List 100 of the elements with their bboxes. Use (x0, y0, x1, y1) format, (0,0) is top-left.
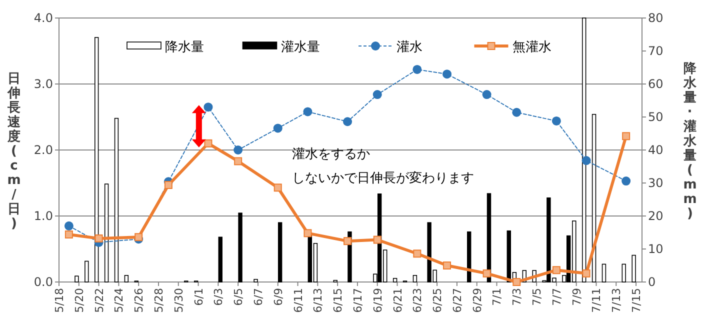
x-tick-label: 6/29 (470, 288, 484, 313)
point (512, 278, 521, 286)
y-tick-label: 2.0 (34, 143, 53, 157)
point (204, 102, 213, 112)
x-tick-label: 6/23 (411, 288, 424, 313)
point (622, 132, 630, 140)
point (552, 116, 561, 126)
x-tick-label: 6/27 (450, 288, 464, 313)
x-tick-label: 6/11 (292, 288, 305, 313)
y-tick-label: 4.0 (34, 11, 53, 25)
point (234, 146, 243, 154)
point (442, 70, 452, 79)
bar (114, 118, 119, 282)
y2-tick-label: 10 (648, 242, 664, 256)
bar (218, 236, 222, 282)
y2-tick-label: 30 (648, 176, 664, 190)
x-tick-label: 7/11 (590, 288, 604, 313)
x-tick-label: 5/20 (72, 288, 86, 313)
point (512, 108, 522, 117)
x-tick-label: 7/5 (530, 288, 544, 306)
x-tick-label: 7/7 (550, 288, 564, 306)
bar (124, 275, 129, 282)
point (274, 184, 282, 192)
point (582, 156, 591, 166)
annotation: 灌水をするか (292, 146, 370, 162)
point (234, 157, 242, 166)
point (164, 180, 172, 189)
x-tick-label: 6/1 (192, 288, 206, 306)
bar (238, 212, 242, 282)
y-tick-label: 3.0 (34, 77, 53, 91)
bar (412, 275, 418, 282)
x-tick-label: 7/3 (510, 288, 524, 306)
x-tick-label: 6/17 (351, 288, 364, 313)
bar (84, 260, 89, 282)
bar (392, 278, 398, 282)
text: 降水量･灌水量(mm) (683, 62, 697, 222)
point (482, 90, 492, 100)
y2-tick-label: 50 (648, 110, 664, 124)
x-tick-label: 6/5 (232, 288, 246, 306)
point (482, 269, 491, 278)
x-tick-label: 5/26 (132, 288, 146, 313)
bar (582, 18, 586, 282)
y-tick-label: 0.0 (34, 275, 53, 289)
x-tick-label: 6/9 (272, 288, 285, 306)
x-tick-label: 6/21 (391, 288, 404, 313)
x-tick-label: 5/28 (152, 288, 166, 313)
point (304, 229, 312, 238)
bar (104, 184, 109, 282)
x-tick-label: 6/7 (252, 288, 265, 306)
bar (602, 264, 606, 282)
y-tick-label: 1.0 (34, 209, 53, 223)
x-tick-label: 7/9 (570, 288, 584, 306)
point (372, 90, 382, 100)
point (582, 269, 590, 278)
x-tick-label: 6/25 (431, 288, 444, 313)
point (344, 237, 352, 246)
point (64, 230, 73, 238)
x-tick-label: 7/13 (610, 288, 624, 313)
x-tick-label: 5/24 (112, 288, 126, 313)
x-tick-label: 6/13 (312, 288, 325, 313)
point (303, 107, 312, 116)
x-tick-label: 5/30 (172, 288, 186, 313)
legend-label: 灌水量 (280, 40, 320, 55)
point (412, 64, 422, 74)
text: 日伸長速度(cm/日) (7, 72, 21, 232)
point (552, 266, 560, 274)
y2-tick-label: 40 (648, 143, 664, 157)
legend-label: 無灌水 (512, 40, 552, 55)
point (204, 139, 212, 148)
x-tick-label: 6/19 (371, 288, 384, 313)
y2-tick-label: 60 (648, 77, 664, 91)
bar (467, 231, 472, 282)
y2-tick-label: 0 (648, 275, 656, 289)
bar (622, 264, 626, 282)
point (134, 233, 143, 242)
bar (278, 222, 282, 282)
point (443, 262, 452, 270)
point (373, 236, 382, 244)
annotation: しないかで日伸長が変わります (292, 170, 474, 186)
x-tick-label: 7/15 (630, 288, 644, 313)
point (413, 250, 422, 258)
point (94, 234, 103, 242)
y2-tick-label: 20 (648, 209, 664, 223)
y2-tick-label: 70 (648, 44, 664, 58)
bar (632, 254, 636, 282)
point (273, 124, 282, 133)
legend-label: 降水量 (165, 40, 204, 55)
y2-tick-label: 80 (648, 11, 664, 25)
bar (94, 37, 99, 282)
bar (254, 278, 258, 282)
x-tick-label: 6/3 (212, 288, 226, 306)
legend-label: 灌水 (396, 40, 422, 55)
x-tick-label: 6/15 (332, 288, 345, 313)
bar (74, 276, 79, 282)
x-tick-label: 5/18 (53, 288, 66, 313)
x-tick-label: 5/22 (92, 288, 106, 313)
point (343, 117, 352, 126)
x-tick-label: 7/1 (490, 288, 504, 306)
point (64, 221, 74, 230)
point (622, 176, 631, 186)
